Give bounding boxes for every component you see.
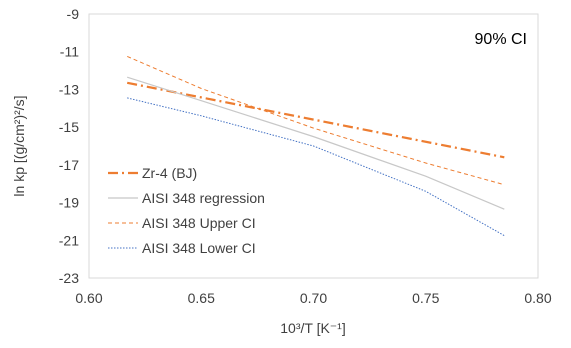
x-tick-label: 0.65 <box>188 290 215 306</box>
y-tick-labels: -23 -21 -19 -17 -15 -13 -11 -9 <box>59 6 79 286</box>
series-line-0 <box>126 81 505 159</box>
x-tick-label: 0.70 <box>300 290 327 306</box>
legend-label-2: AISI 348 Upper CI <box>142 215 256 231</box>
legend-label-0: Zr-4 (BJ) <box>142 165 197 181</box>
y-axis-title: ln kp [(g/cm²)²/s] <box>11 95 27 196</box>
series-layer <box>126 55 505 237</box>
x-axis-title: 10³/T [K⁻¹] <box>280 320 345 336</box>
y-tick-label: -23 <box>59 270 79 286</box>
x-tick-labels: 0.60 0.65 0.70 0.75 0.80 <box>75 290 551 306</box>
y-tick-label: -11 <box>60 44 79 60</box>
x-tick-label: 0.75 <box>412 290 439 306</box>
y-tick-label: -13 <box>59 81 79 97</box>
y-tick-label: -17 <box>59 157 79 173</box>
x-tick-label: 0.80 <box>524 290 551 306</box>
series-line-1 <box>127 76 505 210</box>
y-tick-label: -21 <box>59 232 79 248</box>
x-tick-label: 0.60 <box>75 290 102 306</box>
y-tick-label: -9 <box>67 6 80 22</box>
legend-label-1: AISI 348 regression <box>142 190 265 206</box>
legend: Zr-4 (BJ) AISI 348 regression AISI 348 Upp… <box>108 165 265 256</box>
series-line-3 <box>127 97 505 237</box>
legend-label-3: AISI 348 Lower CI <box>142 240 256 256</box>
series-line-2 <box>127 55 505 186</box>
ci-annotation: 90% CI <box>475 31 527 48</box>
y-tick-label: -19 <box>59 195 79 211</box>
y-tick-label: -15 <box>59 119 79 135</box>
